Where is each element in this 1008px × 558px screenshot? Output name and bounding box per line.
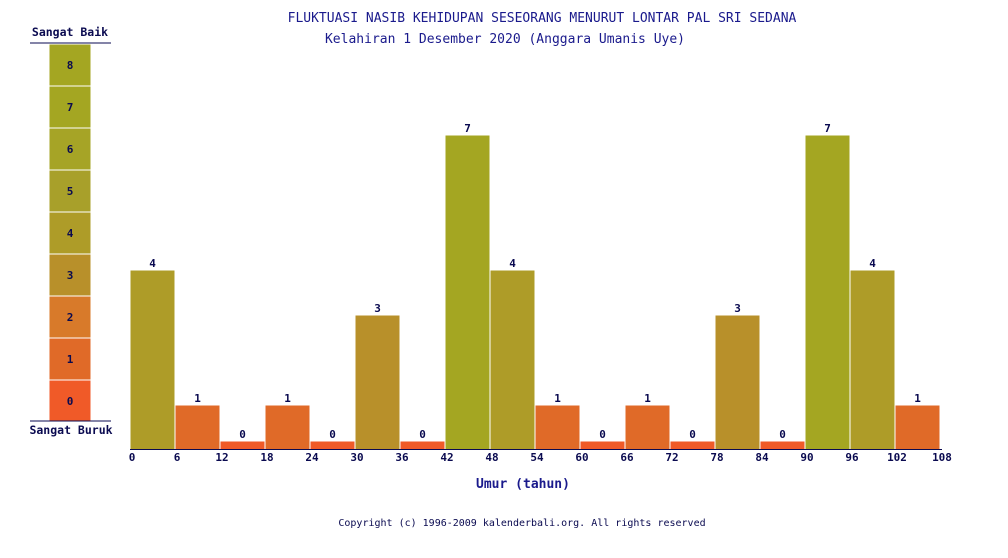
x-tick-label: 90 (800, 451, 813, 464)
x-tick-label: 54 (530, 451, 544, 464)
bar (489, 269, 536, 451)
bar-value-label: 0 (419, 428, 426, 441)
x-tick-label: 48 (485, 451, 498, 464)
bar (444, 134, 491, 451)
scale-level-label: 7 (67, 101, 74, 114)
bar (354, 314, 401, 451)
scale-level-label: 1 (67, 353, 74, 366)
copyright-text: Copyright (c) 1996-2009 kalenderbali.org… (338, 518, 705, 529)
data-labels: 4 1 0 1 0 3 0 7 4 1 0 1 0 3 0 7 4 1 (149, 122, 921, 441)
bar (534, 404, 581, 451)
bar (264, 404, 311, 451)
scale-cell-7 (48, 85, 92, 129)
scale-level-label: 3 (67, 269, 74, 282)
bar (714, 314, 761, 451)
scale-cells: 8 7 6 5 4 3 2 1 0 (48, 43, 92, 423)
bar-value-label: 0 (779, 428, 786, 441)
x-tick-label: 24 (305, 451, 319, 464)
scale-level-label: 5 (67, 185, 74, 198)
x-tick-label: 78 (710, 451, 723, 464)
x-tick-label: 42 (440, 451, 453, 464)
bar (219, 440, 266, 451)
bar (894, 404, 941, 451)
bar-value-label: 4 (869, 257, 876, 270)
bar (669, 440, 716, 451)
scale-level-label: 0 (67, 395, 74, 408)
x-tick-labels: 0 6 12 18 24 30 36 42 48 54 60 66 72 78 84 90 96 102 108 (129, 451, 952, 464)
bar-value-label: 0 (329, 428, 336, 441)
x-tick-label: 12 (215, 451, 228, 464)
scale-cell-3 (48, 253, 92, 297)
bar-value-label: 1 (554, 392, 561, 405)
bar-value-label: 0 (689, 428, 696, 441)
bar (174, 404, 221, 451)
scale-cell-4 (48, 211, 92, 255)
bar (399, 440, 446, 451)
scale-cell-1 (48, 337, 92, 381)
x-tick-label: 30 (350, 451, 363, 464)
scale-level-label: 6 (67, 143, 74, 156)
bar-value-label: 1 (644, 392, 651, 405)
x-tick-label: 0 (129, 451, 136, 464)
x-tick-label: 6 (174, 451, 181, 464)
x-tick-label: 72 (665, 451, 678, 464)
bar-value-label: 7 (464, 122, 471, 135)
bar (624, 404, 671, 451)
x-tick-label: 60 (575, 451, 588, 464)
scale-top-label: Sangat Baik (32, 25, 108, 39)
bar (309, 440, 356, 451)
x-tick-label: 96 (845, 451, 859, 464)
scale-level-label: 8 (67, 59, 74, 72)
bar-value-label: 4 (509, 257, 516, 270)
bar (579, 440, 626, 451)
bar-value-label: 1 (284, 392, 291, 405)
scale-cell-0 (48, 379, 92, 423)
bar-value-label: 4 (149, 257, 156, 270)
bar (759, 440, 806, 451)
scale-level-label: 4 (67, 227, 74, 240)
bars (129, 134, 941, 451)
scale-level-label: 2 (67, 311, 74, 324)
bar-value-label: 3 (374, 302, 381, 315)
x-tick-label: 84 (755, 451, 769, 464)
bar-value-label: 0 (599, 428, 606, 441)
bar-value-label: 1 (914, 392, 921, 405)
bar (129, 269, 176, 451)
bar (804, 134, 851, 451)
scale-bottom-label: Sangat Buruk (29, 423, 112, 437)
x-axis-label: Umur (tahun) (476, 477, 570, 492)
x-tick-label: 108 (932, 451, 952, 464)
scale-cell-2 (48, 295, 92, 339)
bar (849, 269, 896, 451)
x-tick-label: 102 (887, 451, 907, 464)
bar-value-label: 3 (734, 302, 741, 315)
bar-value-label: 1 (194, 392, 201, 405)
x-tick-label: 18 (260, 451, 273, 464)
scale-legend: Sangat Baik 8 7 6 5 4 3 2 1 0 Sangat Buruk (29, 25, 112, 437)
chart-subtitle: Kelahiran 1 Desember 2020 (Anggara Umani… (325, 32, 685, 47)
bar-value-label: 7 (824, 122, 831, 135)
bar-value-label: 0 (239, 428, 246, 441)
x-tick-label: 66 (620, 451, 634, 464)
x-tick-label: 36 (395, 451, 409, 464)
chart-title: FLUKTUASI NASIB KEHIDUPAN SESEORANG MENU… (288, 11, 797, 26)
